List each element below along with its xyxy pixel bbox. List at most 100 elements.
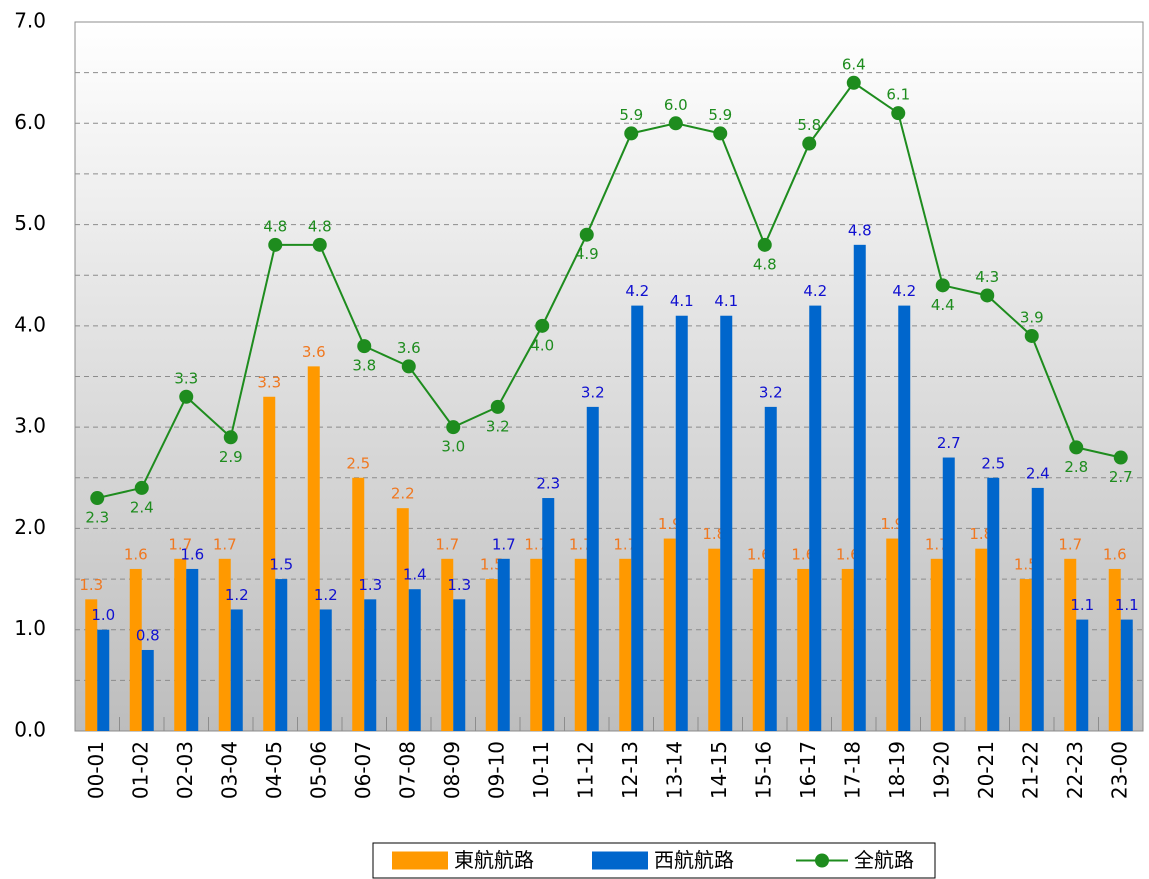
bar — [1076, 619, 1089, 731]
data-label: 4.2 — [892, 282, 916, 300]
data-label: 1.6 — [791, 545, 815, 563]
bar — [619, 558, 632, 731]
data-label: 2.2 — [391, 485, 415, 503]
data-label: 1.1 — [1070, 596, 1094, 614]
data-label: 1.5 — [480, 556, 504, 574]
x-tick-label: 16-17 — [796, 741, 820, 799]
bar — [841, 568, 854, 731]
marker — [357, 339, 372, 354]
y-tick-label: 5.0 — [14, 211, 46, 235]
x-tick-label: 14-15 — [707, 741, 731, 799]
x-tick-label: 23-00 — [1107, 741, 1131, 799]
bar — [129, 568, 142, 731]
data-label: 1.5 — [269, 556, 293, 574]
data-label: 3.6 — [397, 339, 421, 357]
x-tick-label: 21-22 — [1018, 741, 1042, 799]
data-label: 1.6 — [1103, 545, 1127, 563]
x-tick-label: 20-21 — [974, 741, 998, 799]
x-tick-label: 17-18 — [840, 741, 864, 799]
marker — [1113, 450, 1128, 465]
legend-label: 全航路 — [854, 848, 914, 872]
data-label: 5.8 — [797, 116, 821, 134]
legend-swatch — [592, 851, 648, 870]
marker — [179, 389, 194, 404]
y-tick-label: 6.0 — [14, 110, 46, 134]
data-label: 1.7 — [435, 535, 459, 553]
x-tick-label: 11-12 — [573, 741, 597, 799]
x-tick-label: 06-07 — [351, 741, 375, 799]
y-tick-label: 3.0 — [14, 414, 46, 438]
data-label: 2.5 — [981, 454, 1005, 472]
x-tick-label: 02-03 — [173, 741, 197, 799]
marker — [802, 136, 817, 151]
x-tick-label: 12-13 — [618, 741, 642, 799]
data-label: 1.3 — [79, 576, 103, 594]
marker — [223, 430, 238, 445]
x-tick-label: 03-04 — [217, 741, 241, 799]
data-label: 4.2 — [803, 282, 827, 300]
bar — [453, 599, 466, 731]
x-tick-label: 08-09 — [440, 741, 464, 799]
data-label: 1.7 — [213, 535, 237, 553]
data-label: 1.7 — [1058, 535, 1082, 553]
data-label: 4.1 — [670, 292, 694, 310]
data-label: 1.5 — [1014, 556, 1038, 574]
data-label: 1.8 — [969, 525, 993, 543]
line — [97, 81, 1121, 500]
x-tick-label: 05-06 — [306, 741, 330, 799]
bar — [141, 649, 154, 731]
data-label: 1.9 — [658, 515, 682, 533]
data-label: 1.3 — [358, 576, 382, 594]
data-label: 1.7 — [569, 535, 593, 553]
bar — [809, 305, 822, 731]
bar — [396, 508, 409, 731]
data-label: 6.4 — [842, 55, 866, 73]
marker — [891, 106, 906, 121]
marker — [535, 318, 550, 333]
data-label: 4.2 — [625, 282, 649, 300]
marker — [268, 237, 283, 252]
x-tick-label: 19-20 — [929, 741, 953, 799]
bar — [898, 305, 911, 731]
data-label: 1.6 — [747, 545, 771, 563]
data-label: 1.1 — [1115, 596, 1139, 614]
marker — [713, 126, 728, 141]
data-label: 2.8 — [1064, 458, 1088, 476]
data-label: 2.3 — [85, 509, 109, 527]
data-label: 1.8 — [702, 525, 726, 543]
bar — [930, 558, 943, 731]
data-label: 0.8 — [136, 626, 160, 644]
bar — [1019, 579, 1032, 731]
data-label: 2.4 — [1026, 464, 1050, 482]
data-label: 1.2 — [314, 586, 338, 604]
x-tick-label: 07-08 — [395, 741, 419, 799]
marker — [624, 126, 639, 141]
marker — [935, 278, 950, 293]
x-tick-label: 13-14 — [662, 741, 686, 799]
data-label: 4.8 — [263, 217, 287, 235]
bar — [97, 629, 110, 731]
bar — [263, 396, 276, 731]
x-tick-label: 04-05 — [262, 741, 286, 799]
bar — [218, 558, 231, 731]
x-tick-label: 18-19 — [885, 741, 909, 799]
y-tick-label: 0.0 — [14, 718, 46, 742]
data-label: 6.1 — [886, 86, 910, 104]
data-label: 4.3 — [975, 268, 999, 286]
bar — [631, 305, 644, 731]
data-label: 4.8 — [848, 221, 872, 239]
data-label: 2.3 — [536, 475, 560, 493]
data-label: 3.3 — [174, 369, 198, 387]
data-label: 1.0 — [91, 606, 115, 624]
marker — [980, 288, 995, 303]
bar — [663, 538, 676, 731]
data-label: 1.6 — [180, 545, 204, 563]
marker — [579, 227, 594, 242]
y-tick-label: 4.0 — [14, 312, 46, 336]
bar — [485, 579, 498, 731]
data-label: 4.8 — [753, 255, 777, 273]
data-label: 3.9 — [1020, 308, 1044, 326]
data-label: 4.4 — [931, 296, 955, 314]
data-label: 3.6 — [302, 343, 326, 361]
